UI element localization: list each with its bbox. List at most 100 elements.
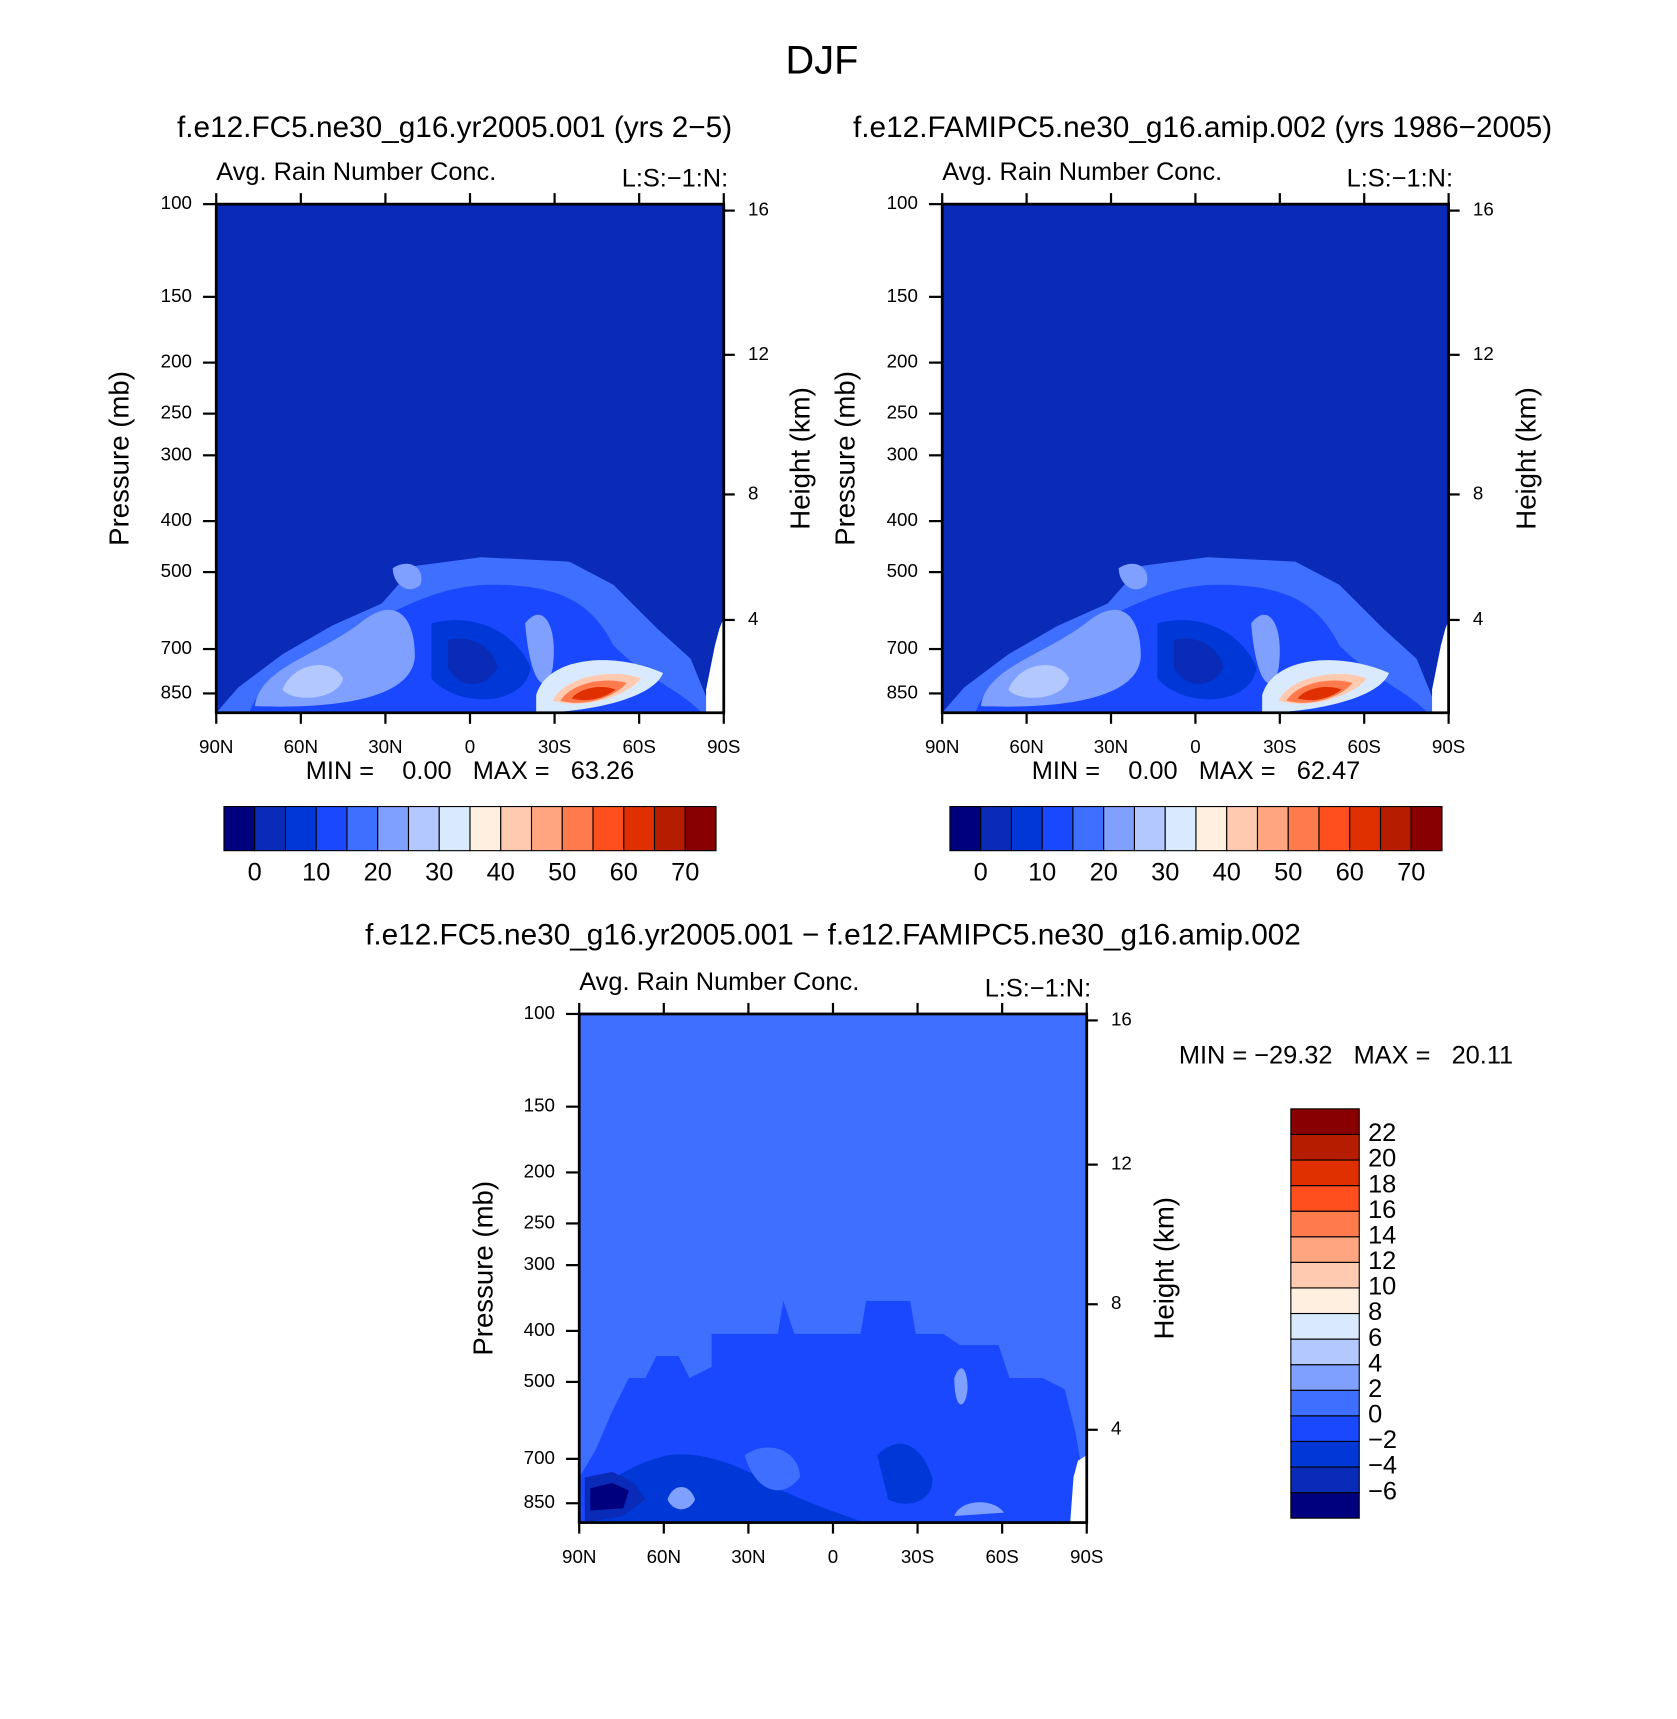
x-tick-label: 90S [1070,1546,1103,1567]
axes: f.e12.FC5.ne30_g16.yr2005.001 (yrs 2−5) A… [104,111,1553,1567]
x-tick-label: 30N [368,736,402,757]
y-tick-label: 300 [161,443,192,464]
y-tick-label: 200 [887,351,918,372]
left-subtitle: Avg. Rain Number Conc. [579,968,859,996]
y-tick-label: 150 [161,285,192,306]
y-tick-label: 400 [524,1319,555,1340]
colorbar-box [1290,1287,1360,1315]
colorbar-box [1195,805,1228,852]
colorbar-box [561,805,594,852]
colorbar-box [223,805,256,852]
x-tick-label: 0 [1190,736,1200,757]
x-tick-label: 30S [1263,736,1296,757]
y-tick-label: 700 [524,1447,555,1468]
contour-region [282,664,344,698]
y-axis-label: Pressure (mb) [468,1181,499,1356]
colorbar-box [623,805,656,852]
figure-title: DJF [786,38,859,82]
colorbar-label: 10 [302,859,330,887]
colorbar-label: 20 [1368,1145,1396,1173]
y2-tick-label: 4 [1473,608,1483,629]
min-max: MIN = −29.32 MAX = 20.11 [1179,1042,1513,1070]
y-tick-label: 400 [887,509,918,530]
y-tick-label: 700 [887,637,918,658]
colorbar-box [315,805,348,852]
contour-field [216,204,724,713]
colorbar-label: −4 [1368,1452,1397,1480]
colorbar-box [1103,805,1136,852]
x-tick-label: 60N [1009,736,1043,757]
colorbar-box [500,805,533,852]
contour-region [392,563,422,590]
colorbar-label: −2 [1368,1426,1397,1454]
y2-tick-label: 12 [1111,1153,1132,1174]
contour-region [1173,638,1224,685]
colorbar-label: 50 [548,859,576,887]
colorbar-box [377,805,410,852]
x-tick-label: 90N [562,1546,596,1567]
colorbar-box [1164,805,1197,852]
x-tick-label: 30S [538,736,571,757]
colorbar-box [1256,805,1289,852]
colorbar-label: 0 [248,859,262,887]
colorbar-box [1410,805,1443,852]
y-tick-label: 500 [161,560,192,581]
colorbar-box [254,805,287,852]
colorbar-box [1290,1133,1360,1161]
colorbar-label: 60 [610,859,638,887]
contour-region [744,1447,800,1491]
colorbar-box [949,805,982,852]
colorbar-label: 50 [1274,859,1302,887]
colorbar-label: 40 [487,859,515,887]
colorbar-box [1133,805,1166,852]
right-subtitle: L:S:−1:N: [622,165,728,193]
colorbar-label: 16 [1368,1196,1396,1224]
contour-region [1432,620,1449,713]
y-tick-label: 500 [524,1370,555,1391]
x-tick-label: 30S [901,1546,934,1567]
colorbar-box [1072,805,1105,852]
contour-region [954,1368,968,1405]
y-tick-label: 850 [887,681,918,702]
contour-region [1008,664,1070,698]
colorbar-box [1290,1261,1360,1289]
contour-field [579,1013,1087,1523]
x-tick-label: 90N [925,736,959,757]
colorbar-box [1290,1210,1360,1238]
colorbar-label: 30 [1151,859,1179,887]
colorbar-box [653,805,686,852]
panel-title: f.e12.FC5.ne30_g16.yr2005.001 (yrs 2−5) [177,111,732,144]
colorbar-label: 0 [1368,1401,1382,1429]
colorbar-label: −6 [1368,1477,1397,1505]
y2-tick-label: 12 [1473,343,1494,364]
y-tick-label: 250 [524,1211,555,1232]
y2-tick-label: 16 [1111,1008,1132,1029]
x-tick-label: 60S [622,736,655,757]
y2-tick-label: 16 [748,199,769,220]
min-max: MIN = 0.00 MAX = 62.47 [1032,757,1360,785]
colorbar-box [1290,1492,1360,1519]
colorbar-label: 10 [1028,859,1056,887]
colorbar-box [1349,805,1382,852]
colorbar-box [284,805,317,852]
y2-tick-label: 4 [748,608,758,629]
colorbar-box [1290,1389,1360,1417]
contour-region [1251,614,1280,684]
contour-region [571,686,616,701]
colorbar-label: 70 [671,859,699,887]
contour-region [877,1443,933,1504]
x-tick-label: 60N [647,1546,681,1567]
colorbar-box [980,805,1012,852]
colorbar-box [1041,805,1074,852]
left-subtitle: Avg. Rain Number Conc. [216,158,496,186]
min-max: MIN = 0.00 MAX = 63.26 [306,757,634,785]
y-tick-label: 150 [524,1095,555,1116]
colorbar-label: 12 [1368,1247,1396,1275]
y-tick-label: 300 [887,443,918,464]
colorbar-box [1287,805,1320,852]
y2-axis-label: Height (km) [1148,1197,1179,1340]
y-tick-label: 500 [887,560,918,581]
y2-tick-label: 8 [1473,482,1483,503]
panel-title: f.e12.FC5.ne30_g16.yr2005.001 − f.e12.FA… [365,919,1301,952]
